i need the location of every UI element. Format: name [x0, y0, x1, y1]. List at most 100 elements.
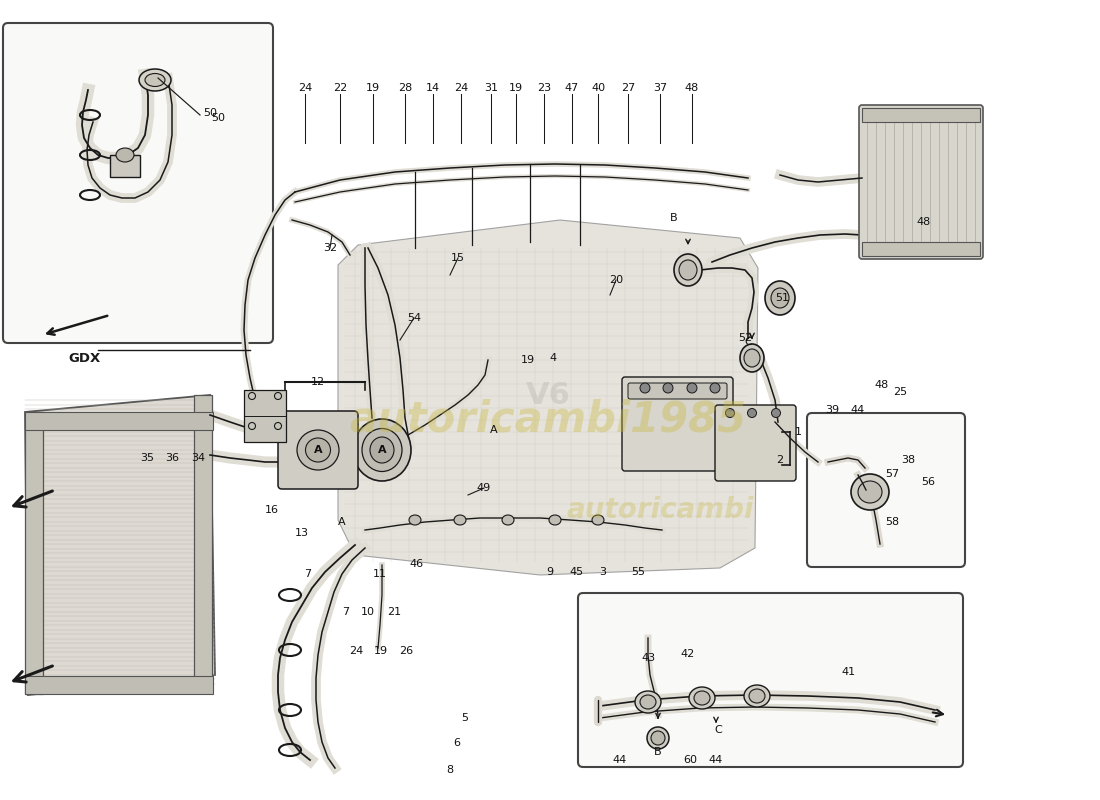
Text: C: C — [714, 725, 722, 735]
Ellipse shape — [454, 515, 466, 525]
Ellipse shape — [640, 695, 656, 709]
Text: 13: 13 — [295, 528, 309, 538]
Text: 28: 28 — [398, 83, 412, 93]
Bar — [862, 242, 980, 256]
Ellipse shape — [726, 409, 735, 418]
Text: 5: 5 — [462, 713, 469, 723]
Text: 31: 31 — [484, 83, 498, 93]
Text: 34: 34 — [191, 453, 205, 463]
Text: 4: 4 — [549, 353, 557, 363]
Text: 55: 55 — [631, 567, 645, 577]
FancyBboxPatch shape — [715, 405, 796, 481]
Text: 57: 57 — [884, 469, 899, 479]
Ellipse shape — [306, 438, 330, 462]
FancyBboxPatch shape — [628, 383, 727, 399]
Ellipse shape — [740, 344, 764, 372]
Ellipse shape — [764, 281, 795, 315]
Text: A: A — [338, 517, 345, 527]
Text: 15: 15 — [451, 253, 465, 263]
Ellipse shape — [744, 349, 760, 367]
Text: 44: 44 — [851, 405, 865, 415]
FancyBboxPatch shape — [3, 23, 273, 343]
Ellipse shape — [851, 474, 889, 510]
Ellipse shape — [592, 515, 604, 525]
Text: 41: 41 — [840, 667, 855, 677]
Text: 7: 7 — [342, 607, 350, 617]
Text: A: A — [314, 445, 322, 455]
Ellipse shape — [771, 409, 781, 418]
Text: 20: 20 — [609, 275, 623, 285]
Text: B: B — [670, 213, 678, 223]
Text: 47: 47 — [565, 83, 579, 93]
Text: autoricambi: autoricambi — [566, 496, 754, 524]
Text: 44: 44 — [613, 755, 627, 765]
FancyBboxPatch shape — [578, 593, 962, 767]
Ellipse shape — [689, 687, 715, 709]
FancyBboxPatch shape — [807, 413, 965, 567]
Text: 21: 21 — [387, 607, 402, 617]
Ellipse shape — [651, 731, 666, 745]
Bar — [110, 155, 140, 177]
Bar — [25, 676, 213, 694]
Text: 6: 6 — [453, 738, 461, 748]
Ellipse shape — [858, 481, 882, 503]
Text: 44: 44 — [708, 755, 723, 765]
Text: 52: 52 — [738, 333, 752, 343]
Text: 56: 56 — [921, 477, 935, 487]
Text: 22: 22 — [333, 83, 348, 93]
FancyBboxPatch shape — [278, 411, 358, 489]
Text: 42: 42 — [681, 649, 695, 659]
Ellipse shape — [710, 383, 720, 393]
Text: 32: 32 — [323, 243, 337, 253]
Text: GDX: GDX — [68, 352, 100, 365]
Ellipse shape — [647, 727, 669, 749]
Ellipse shape — [353, 419, 411, 481]
Text: 19: 19 — [366, 83, 381, 93]
FancyBboxPatch shape — [859, 105, 983, 259]
Text: 58: 58 — [884, 517, 899, 527]
Ellipse shape — [640, 383, 650, 393]
Ellipse shape — [635, 691, 661, 713]
Ellipse shape — [744, 685, 770, 707]
Text: 60: 60 — [683, 755, 697, 765]
Text: 2: 2 — [777, 455, 783, 465]
Text: 19: 19 — [374, 646, 388, 656]
Text: 27: 27 — [620, 83, 635, 93]
Text: 14: 14 — [426, 83, 440, 93]
Text: 1: 1 — [794, 427, 802, 437]
Bar — [194, 395, 212, 677]
Text: 35: 35 — [140, 453, 154, 463]
Text: 38: 38 — [901, 455, 915, 465]
Text: 3: 3 — [600, 567, 606, 577]
Ellipse shape — [409, 515, 421, 525]
Text: 36: 36 — [165, 453, 179, 463]
Text: 39: 39 — [825, 405, 839, 415]
Bar — [862, 108, 980, 122]
FancyBboxPatch shape — [621, 377, 733, 471]
Text: C: C — [744, 337, 752, 347]
Ellipse shape — [502, 515, 514, 525]
Text: 51: 51 — [776, 293, 789, 303]
Polygon shape — [25, 395, 215, 695]
Text: 24: 24 — [349, 646, 363, 656]
Text: 50: 50 — [204, 108, 217, 118]
Text: A: A — [377, 445, 386, 455]
Text: 40: 40 — [591, 83, 605, 93]
Ellipse shape — [674, 254, 702, 286]
Text: V6: V6 — [526, 381, 571, 410]
Text: 23: 23 — [537, 83, 551, 93]
Text: 16: 16 — [265, 505, 279, 515]
Text: 12: 12 — [311, 377, 326, 387]
Text: 19: 19 — [521, 355, 535, 365]
Text: 24: 24 — [298, 83, 312, 93]
Ellipse shape — [749, 689, 764, 703]
Text: 19: 19 — [509, 83, 524, 93]
Ellipse shape — [297, 430, 339, 470]
Ellipse shape — [663, 383, 673, 393]
Text: 24: 24 — [454, 83, 469, 93]
Text: autoricambi1985: autoricambi1985 — [350, 399, 747, 441]
Text: 48: 48 — [874, 380, 889, 390]
Text: 9: 9 — [547, 567, 553, 577]
Ellipse shape — [370, 437, 394, 463]
Ellipse shape — [748, 409, 757, 418]
